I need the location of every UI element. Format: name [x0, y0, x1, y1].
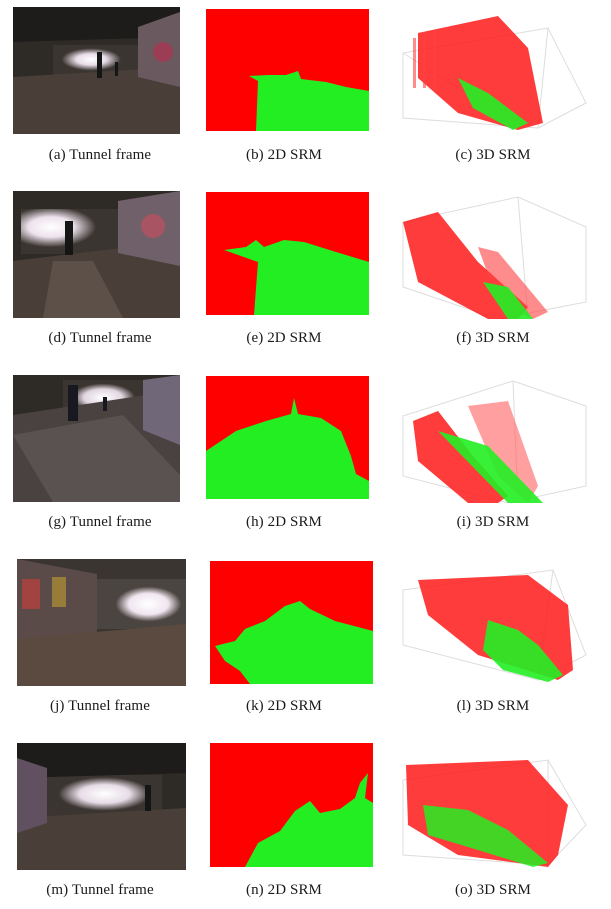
srm-2d-image [206, 376, 369, 499]
srm-2d-image [210, 743, 373, 867]
caption: (d) Tunnel frame [48, 330, 152, 346]
srm-2d-image [206, 9, 369, 131]
tunnel-frame-image [13, 375, 180, 502]
caption: (h) 2D SRM [245, 514, 322, 530]
caption: (b) 2D SRM [245, 147, 322, 163]
srm-3d-image [398, 560, 588, 687]
caption: (l) 3D SRM [456, 698, 530, 714]
caption: (i) 3D SRM [456, 514, 530, 530]
caption: (a) Tunnel frame [48, 147, 152, 163]
tunnel-frame-image [17, 559, 186, 686]
srm-3d-image [398, 8, 588, 135]
caption: (o) 3D SRM [454, 882, 531, 898]
caption: (e) 2D SRM [246, 330, 322, 346]
srm-2d-image [206, 192, 369, 315]
srm-3d-image [398, 376, 588, 503]
srm-2d-image [210, 561, 373, 684]
caption: (n) 2D SRM [245, 882, 322, 898]
caption: (c) 3D SRM [455, 147, 531, 163]
caption: (k) 2D SRM [245, 698, 322, 714]
caption: (j) Tunnel frame [50, 698, 150, 714]
srm-3d-image [398, 192, 588, 319]
tunnel-frame-image [17, 743, 186, 870]
caption: (g) Tunnel frame [48, 514, 152, 530]
srm-3d-image [398, 745, 588, 872]
tunnel-frame-image [13, 7, 180, 134]
caption: (f) 3D SRM [456, 330, 530, 346]
tunnel-frame-image [13, 191, 180, 318]
caption: (m) Tunnel frame [46, 882, 154, 898]
